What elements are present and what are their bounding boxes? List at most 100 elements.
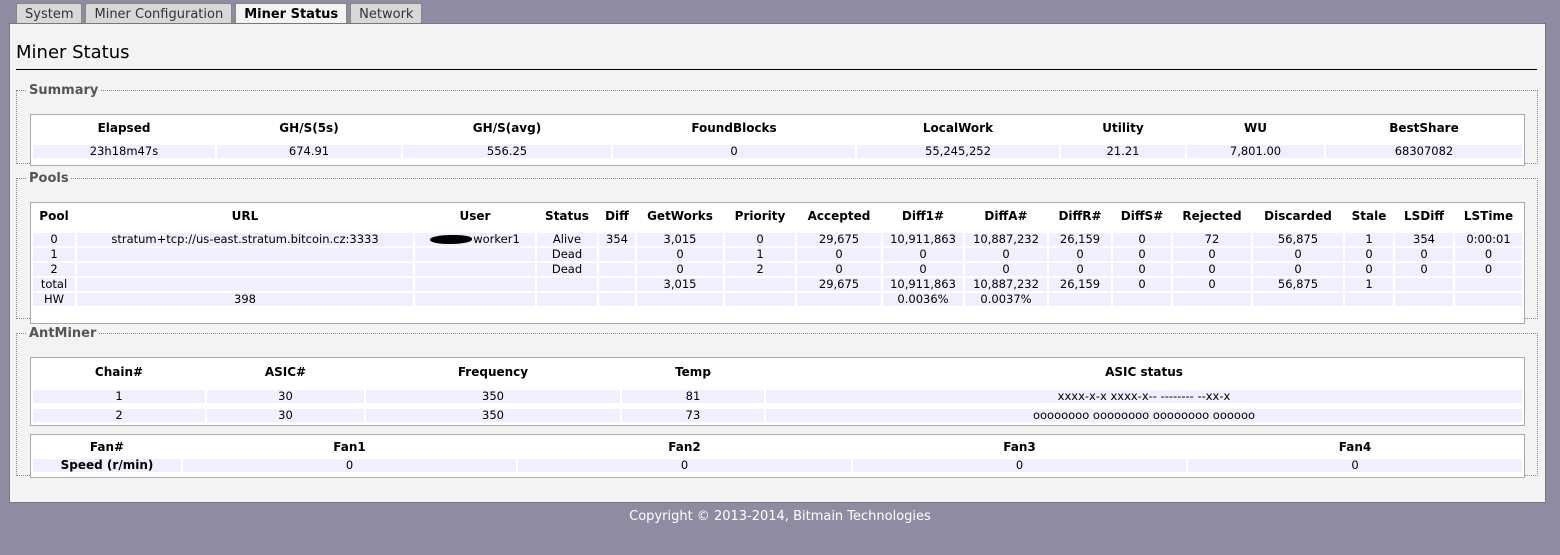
copyright-footer: Copyright © 2013-2014, Bitmain Technolog… [629,509,931,524]
pool-cell: 0 [1113,248,1171,261]
chain-cell: xxxx-x-x xxxx-x-- -------- --xx-x [766,390,1522,403]
summary-value: 7,801.00 [1187,145,1324,158]
pools-header: GetWorks [647,209,713,223]
pool-cell [797,293,881,306]
pool-cell: total [33,278,75,291]
pool-cell: 0 [33,233,75,246]
pool-cell: 0 [1049,263,1111,276]
pool-cell: 0.0036% [883,293,963,306]
pool-cell [1049,293,1111,306]
summary-header: FoundBlocks [691,121,777,135]
pool-cell: 0 [1395,248,1453,261]
pool-cell: 56,875 [1253,233,1343,246]
pools-header: DiffR# [1058,209,1102,223]
pool-cell: 0.0037% [965,293,1047,306]
pools-header: URL [231,209,259,223]
pool-cell [537,293,597,306]
chain-cell: 1 [33,390,205,403]
pool-cell: 0 [1173,278,1251,291]
chain-header-row: Chain# ASIC# Frequency Temp ASIC status [33,360,1522,384]
pools-header: Accepted [807,209,871,223]
tab-network[interactable]: Network [350,3,423,23]
pool-cell: 0 [883,248,963,261]
summary-value: 68307082 [1326,145,1522,158]
pool-cell: Alive [537,233,597,246]
chain-cell: 2 [33,409,205,422]
pool-cell: 1 [33,248,75,261]
pool-cell: 0 [1173,248,1251,261]
pool-cell [725,278,795,291]
pool-cell: HW [33,293,75,306]
chain-header: ASIC status [1105,365,1183,379]
pool-cell: 1 [1345,278,1393,291]
pool-cell: Dead [537,248,597,261]
pool-cell: 0:00:01 [1455,233,1522,246]
pool-cell: 0 [1345,248,1393,261]
pools-header-row: Pool URL User Status Diff GetWorks Prior… [33,205,1522,227]
pool-cell: 0 [1253,263,1343,276]
pool-cell: 26,159 [1049,233,1111,246]
pool-cell: stratum+tcp://us-east.stratum.bitcoin.cz… [77,233,413,246]
antminer-section: AntMiner Chain# ASIC# Frequency Temp ASI… [16,326,1538,478]
pool-cell: worker1 [415,233,535,246]
chain-row: 1 30 350 81 xxxx-x-x xxxx-x-- -------- --xx-… [33,390,1522,403]
fan-row-label: Speed (r/min) [33,459,181,472]
pool-cell: 0 [1113,278,1171,291]
chain-cell: 350 [366,390,620,403]
summary-header: GH/S(5s) [279,121,339,135]
pool-row: 0 stratum+tcp://us-east.stratum.bitcoin.c… [33,233,1522,246]
pools-header: LSDiff [1403,209,1445,223]
pool-cell: 0 [637,263,723,276]
pool-cell [599,278,635,291]
pool-cell [637,293,723,306]
page-title: Miner Status [16,42,130,63]
fan-speed-value: 0 [183,459,516,472]
summary-value: 674.91 [217,145,401,158]
summary-values-row: 23h18m47s 674.91 556.25 0 55,245,252 21.… [33,145,1522,158]
pools-header: Stale [1351,209,1387,223]
pool-cell: 0 [1395,263,1453,276]
tab-system[interactable]: System [16,3,83,23]
tab-miner-configuration[interactable]: Miner Configuration [85,3,233,23]
summary-header: BestShare [1389,121,1459,135]
chain-table: Chain# ASIC# Frequency Temp ASIC status … [31,358,1524,424]
pools-header: User [459,209,491,223]
pools-header: LSTime [1463,209,1514,223]
pool-cell [415,278,535,291]
chain-cell: 81 [622,390,764,403]
pool-cell [1395,293,1453,306]
pool-row: HW 398 0.0036% 0.0037% [33,293,1522,306]
pool-cell [77,278,413,291]
fan-header: Fan# [89,440,125,454]
fan-speed-row: Speed (r/min) 0 0 0 0 [33,459,1522,472]
pool-cell [415,293,535,306]
pool-cell: 10,887,232 [965,233,1047,246]
summary-value: 55,245,252 [857,145,1059,158]
pool-cell: 10,911,863 [883,233,963,246]
pools-header: DiffS# [1120,209,1164,223]
pools-box: Pool URL User Status Diff GetWorks Prior… [30,202,1525,324]
chain-header: Chain# [94,365,144,379]
fan-box: Fan# Fan1 Fan2 Fan3 Fan4 Speed (r/min) 0… [30,434,1525,478]
pool-cell: 0 [1455,248,1522,261]
pool-cell: 0 [1173,263,1251,276]
tab-miner-status[interactable]: Miner Status [235,3,348,25]
pool-cell [537,278,597,291]
tab-bar: System Miner Configuration Miner Status … [16,3,425,25]
pool-cell [415,248,535,261]
chain-cell: 73 [622,409,764,422]
pool-cell: 354 [599,233,635,246]
pool-user-text: worker1 [473,232,520,246]
pool-cell [599,248,635,261]
summary-legend: Summary [29,83,99,98]
summary-value: 0 [613,145,855,158]
pool-cell: 0 [965,248,1047,261]
pool-cell [415,263,535,276]
fan-speed-value: 0 [518,459,851,472]
title-divider [16,69,1537,70]
pool-cell [725,293,795,306]
pools-section: Pools Pool URL User Status Diff GetWorks… [16,171,1538,324]
pool-cell: 0 [1253,248,1343,261]
pool-row: 2 Dead 0 2 0 0 0 0 0 0 0 0 0 0 [33,263,1522,276]
pools-header: Diff [605,209,629,223]
